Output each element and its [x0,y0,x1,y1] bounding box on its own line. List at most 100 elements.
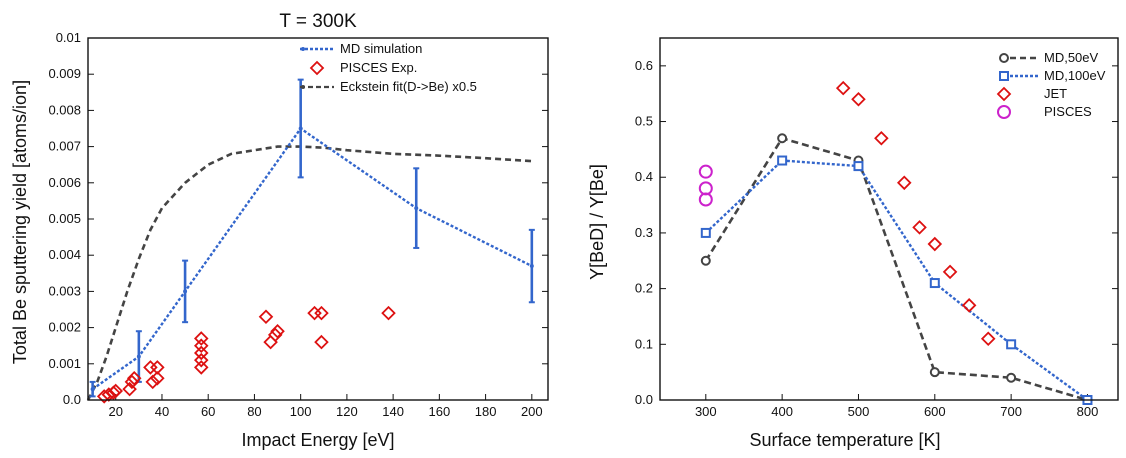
md-point [414,206,419,211]
pisces-point [270,323,285,339]
y-tick-label: 0.3 [635,225,653,240]
pisces-point [258,309,274,325]
pisces-point [193,360,209,375]
plot-area [698,80,1093,405]
pisces-point [108,383,124,399]
y-tick-label: 0.5 [635,114,653,129]
jet-point [835,80,851,96]
pisces-point [150,371,165,386]
x-tick-label: 300 [695,404,717,419]
legend-marker-pisces [309,60,325,76]
y-tick-label: 0.005 [48,211,81,226]
jet-point [927,236,943,252]
md100-line [704,159,1089,401]
legend-marker-md50 [999,53,1009,63]
y-tick-label: 0.002 [48,320,81,335]
x-tick-label: 120 [336,404,358,419]
y-tick-label: 0.008 [48,102,81,117]
x-tick-label: 600 [924,404,946,419]
chart-bed-ratio: Surface temperature [K] Y[BeD] / Y[Be] 3… [587,37,1119,450]
y-tick-label: 0.009 [48,66,81,81]
x-tick-label: 160 [429,404,451,419]
md-point [136,354,141,359]
y-tick-label: 0.0 [63,392,81,407]
x-tick-label: 80 [247,404,261,419]
y-tick-label: 0.4 [635,169,653,184]
x-axis-label: Impact Energy [eV] [241,430,394,450]
pisces-point [145,374,160,390]
x-axis-label: Surface temperature [K] [749,430,940,450]
pisces-point [267,327,283,343]
y-axis-label: Total Be sputtering yield [atoms/ion] [10,80,30,364]
legend: MD,50eV MD,100eV JET PISCES [996,50,1106,119]
legend-label: MD simulation [340,41,422,56]
x-tick-label: 700 [1000,404,1022,419]
axis-ticks: 300 400 500 600 700 800 0.0 0.1 0.2 0.3 0.4 0.5 0.6 [635,58,1118,419]
legend-marker-md [301,47,305,51]
legend-label: JET [1044,86,1067,101]
legend: MD simulation PISCES Exp. Eckstein fit(D->… [300,41,477,94]
x-tick-label: 40 [155,404,169,419]
y-tick-label: 0.007 [48,139,81,154]
pisces-point [263,334,278,350]
legend-marker-eckstein [301,85,305,89]
legend-marker-pisces [997,105,1011,119]
jet-point [912,220,927,235]
legend-marker-jet [996,86,1012,102]
pisces-point [193,331,209,346]
pisces-point [124,374,140,390]
pisces-point [698,164,713,179]
md100-point [700,227,711,238]
legend-label: MD,50eV [1044,50,1099,65]
jet-point [942,264,958,280]
md-simulation-line [91,126,533,391]
chart-title: T = 300K [279,11,357,32]
md-point [298,126,303,131]
x-tick-label: 200 [521,404,543,419]
y-tick-label: 0.6 [635,58,653,73]
legend-label: PISCES [1044,104,1092,119]
x-tick-label: 800 [1077,404,1099,419]
pisces-point [314,305,329,321]
md100-point [1006,339,1017,350]
pisces-point [193,345,209,361]
pisces-point [698,192,713,207]
plot-area [86,78,535,404]
legend-label: MD,100eV [1044,68,1106,83]
y-tick-label: 0.2 [635,281,653,296]
md-point [529,264,534,269]
x-tick-label: 100 [290,404,312,419]
x-tick-label: 400 [771,404,793,419]
legend-marker-md100 [999,71,1009,81]
y-tick-label: 0.004 [48,247,81,262]
y-tick-label: 0.001 [48,356,81,371]
y-tick-label: 0.0 [635,392,653,407]
md-point [183,289,188,294]
pisces-point [126,371,142,386]
x-tick-label: 500 [848,404,870,419]
y-axis-label: Y[BeD] / Y[Be] [587,164,607,280]
md100-point [853,161,864,172]
plot-frame [659,37,1119,401]
pisces-point [314,334,329,350]
x-tick-label: 20 [109,404,123,419]
md-point [90,387,95,392]
md50-point [700,255,711,266]
axis-ticks: 20 40 60 80 100 120 140 160 180 200 0.0 0.001 0.002 0… [48,30,548,419]
chart-sputtering-yield: T = 300K Impact Energy [eV] Total Be spu… [10,11,549,450]
md50-point [929,367,940,378]
pisces-point [150,360,165,375]
pisces-point [193,352,209,368]
jet-point [851,91,866,107]
jet-point [980,331,996,347]
y-tick-label: 0.01 [56,30,81,45]
legend-label: PISCES Exp. [340,60,417,75]
x-tick-label: 60 [201,404,215,419]
x-tick-label: 140 [382,404,404,419]
md50-point [1006,372,1017,383]
md100-point [929,278,940,289]
md100-point [777,155,788,166]
y-tick-label: 0.003 [48,283,81,298]
plot-frame [87,37,549,401]
x-tick-label: 180 [475,404,497,419]
